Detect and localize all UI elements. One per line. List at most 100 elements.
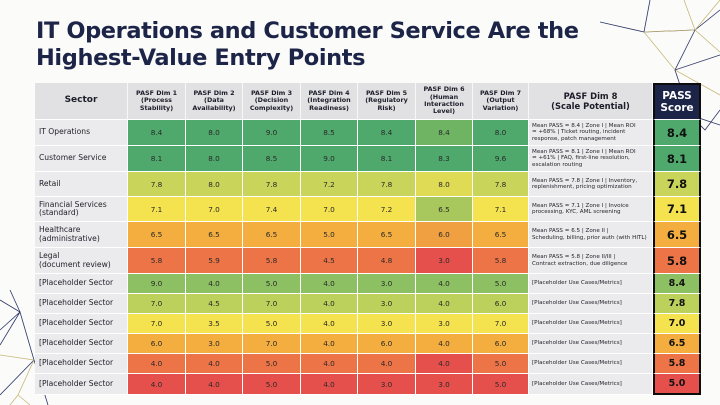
- sector-name: Legal (document review): [35, 248, 128, 274]
- dim-score-cell: 4.5: [301, 248, 358, 274]
- dim-score-cell: 6.0: [416, 222, 473, 248]
- dim-score-value: 5.0: [265, 279, 278, 288]
- dim-score-cell: 8.0: [186, 146, 243, 172]
- dim-score-cell: 9.6: [473, 146, 529, 172]
- column-header-dim-5: PASF Dim 5 (Regulatory Risk): [358, 83, 416, 120]
- scale-potential-description: Mean PASS = 5.8 | Zone II/III | Contract …: [529, 248, 653, 274]
- pass-score-value: 6.5: [666, 227, 688, 242]
- dim-score-value: 6.0: [494, 339, 507, 348]
- dim-score-value: 8.5: [265, 154, 278, 163]
- dim-score-cell: 7.4: [243, 197, 301, 222]
- column-header-dim-2-line: PASF Dim 2: [193, 89, 235, 98]
- pass-score-cell: 5.8: [653, 354, 701, 374]
- column-header-sector: Sector: [35, 83, 128, 120]
- dim-score-value: 8.0: [208, 128, 220, 137]
- sector-name-line: (standard): [39, 208, 79, 217]
- dim-score-cell: 5.0: [473, 354, 529, 374]
- dim-score-cell: 8.4: [416, 120, 473, 146]
- dim-score-value: 7.0: [494, 319, 507, 328]
- scale-potential-description-line: replenishment, pricing optimization: [532, 184, 632, 190]
- dim-score-value: 9.0: [265, 128, 278, 137]
- scale-potential-description: [Placeholder Use Cases/Metrics]: [529, 354, 653, 374]
- dim-score-cell: 8.0: [186, 120, 243, 146]
- column-header-dim-1-line: Stability): [139, 103, 174, 112]
- pass-score-value: 7.8: [668, 298, 686, 309]
- pass-score-value: 5.0: [668, 378, 686, 389]
- dim-score-cell: 3.0: [416, 248, 473, 274]
- dim-score-cell: 7.8: [358, 172, 416, 197]
- dim-score-value: 4.0: [150, 379, 163, 389]
- dim-score-value: 7.8: [494, 179, 507, 189]
- column-header-pass-score-text: PASS Score: [660, 90, 693, 114]
- dim-score-cell: 7.8: [128, 172, 186, 197]
- dim-score-cell: 7.0: [473, 314, 529, 334]
- pass-score-cell: 7.1: [653, 197, 701, 222]
- dim-score-value: 7.1: [494, 204, 507, 214]
- dim-score-cell: 7.2: [301, 172, 358, 197]
- dim-score-cell: 7.1: [128, 197, 186, 222]
- sector-name: [Placeholder Sector: [35, 294, 128, 314]
- dim-score-value: 6.5: [494, 230, 507, 239]
- dim-score-cell: 7.0: [128, 314, 186, 334]
- dim-score-cell: 5.0: [243, 314, 301, 334]
- pass-score-cell: 7.8: [653, 172, 701, 197]
- scale-potential-description-line: Mean PASS = 7.8 | Zone I | Inventory,: [532, 177, 638, 184]
- dim-score-value: 8.4: [380, 128, 393, 137]
- column-header-dim-5-text: PASF Dim 5 (Regulatory Risk): [365, 89, 408, 112]
- dim-score-cell: 3.0: [416, 374, 473, 395]
- pass-score-cell: 6.5: [653, 222, 701, 248]
- column-header-dim-1-text: PASF Dim 1 (Process Stability): [136, 89, 177, 112]
- scale-potential-description-line: escalation routing: [532, 161, 583, 168]
- dim-score-value: 4.0: [323, 319, 335, 328]
- dim-score-cell: 8.5: [243, 146, 301, 172]
- column-header-dim-6-line: (Human: [429, 92, 459, 101]
- sector-name-text: [Placeholder Sector: [39, 319, 113, 327]
- dim-score-cell: 8.0: [473, 120, 529, 146]
- pass-score-cell: 8.1: [653, 146, 701, 172]
- scale-potential-description: Mean PASS = 8.1 | Zone I | Mean ROI = +61…: [529, 146, 653, 172]
- dim-score-cell: 4.0: [416, 294, 473, 314]
- dim-score-cell: 6.0: [128, 334, 186, 354]
- dim-score-value: 5.9: [208, 256, 220, 265]
- column-header-dim-7-text: PASF Dim 7 (Output Variation): [480, 89, 521, 112]
- dim-score-cell: 4.5: [186, 294, 243, 314]
- dim-score-value: 3.0: [438, 256, 450, 265]
- pass-score-value: 5.8: [666, 253, 688, 268]
- dim-score-value: 5.0: [265, 319, 278, 328]
- dim-score-value: 6.5: [208, 230, 220, 239]
- column-header-dim-5-line: (Regulatory: [365, 96, 408, 105]
- dim-score-value: 6.5: [150, 230, 163, 239]
- scale-potential-description: [Placeholder Use Cases/Metrics]: [529, 374, 653, 395]
- dim-score-value: 6.0: [380, 339, 393, 348]
- scale-potential-description-text: [Placeholder Use Cases/Metrics]: [532, 360, 622, 366]
- dim-score-value: 4.0: [208, 359, 220, 368]
- column-header-dim-7: PASF Dim 7 (Output Variation): [473, 83, 529, 120]
- pass-score-value: 8.1: [666, 151, 688, 166]
- dim-score-value: 4.0: [438, 299, 450, 308]
- dim-score-cell: 4.0: [416, 334, 473, 354]
- column-header-dim-6-line: Interaction: [424, 100, 464, 108]
- dim-score-cell: 8.0: [416, 172, 473, 197]
- dim-score-value: 3.0: [438, 379, 450, 389]
- dim-score-cell: 4.0: [301, 354, 358, 374]
- dim-score-cell: 5.8: [473, 248, 529, 274]
- scale-potential-description-line: [Placeholder Use Cases/Metrics]: [532, 300, 622, 307]
- column-header-dim-4-text: PASF Dim 4 (Integration Readiness): [307, 89, 350, 112]
- column-header-dim-8: PASF Dim 8 (Scale Potential): [529, 83, 653, 120]
- dim-score-value: 5.8: [265, 256, 278, 265]
- sector-name: [Placeholder Sector: [35, 334, 128, 354]
- dim-score-cell: 5.0: [243, 274, 301, 294]
- dim-score-cell: 4.0: [301, 314, 358, 334]
- dim-score-cell: 5.0: [243, 374, 301, 395]
- dim-score-value: 7.8: [265, 179, 278, 189]
- dim-score-value: 7.2: [323, 179, 335, 189]
- dim-score-value: 3.0: [438, 319, 450, 328]
- dim-score-cell: 5.0: [243, 354, 301, 374]
- scale-potential-description-text: Mean PASS = 8.4 | Zone I | Mean ROI = +68…: [532, 123, 636, 142]
- pass-score-cell: 7.8: [653, 294, 701, 314]
- dim-score-value: 8.1: [150, 154, 163, 163]
- column-header-dim-1-line: (Process: [141, 96, 172, 105]
- column-header-dim-4: PASF Dim 4 (Integration Readiness): [301, 83, 358, 120]
- sector-name-line: Legal: [39, 251, 60, 261]
- column-header-dim-3-line: PASF Dim 3: [250, 89, 293, 98]
